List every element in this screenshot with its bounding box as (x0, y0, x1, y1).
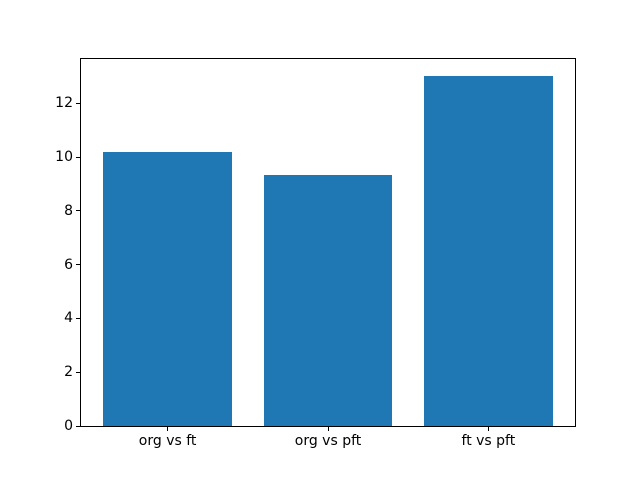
y-tick-mark (76, 317, 80, 319)
y-tick-label: 4 (64, 310, 73, 327)
y-tick-mark (76, 425, 80, 427)
y-tick-label: 2 (64, 364, 73, 381)
y-tick-mark (76, 102, 80, 104)
bar-org-vs-pft (263, 174, 393, 426)
plot-area: 0 2 4 6 8 10 12 org vs ft org vs pft ft vs pft (55, 58, 576, 448)
x-tick-label: ft vs pft (461, 433, 516, 449)
x-tick-label: org vs ft (138, 433, 197, 449)
y-tick-label: 8 (64, 202, 73, 219)
x-tick-mark (167, 427, 169, 431)
y-tick-mark (76, 210, 80, 212)
bar-ft-vs-pft (424, 76, 553, 426)
y-tick-mark (76, 264, 80, 266)
y-tick-mark (76, 156, 80, 158)
y-tick-label: 10 (55, 149, 73, 166)
x-tick-mark (487, 427, 489, 431)
y-tick-label: 0 (64, 418, 73, 434)
y-tick-label: 12 (55, 95, 73, 112)
y-tick-label: 6 (64, 256, 73, 273)
x-tick-mark (327, 427, 329, 431)
y-tick-mark (76, 371, 80, 373)
bar-org-vs-ft (103, 151, 232, 426)
x-tick-label: org vs pft (294, 433, 362, 449)
